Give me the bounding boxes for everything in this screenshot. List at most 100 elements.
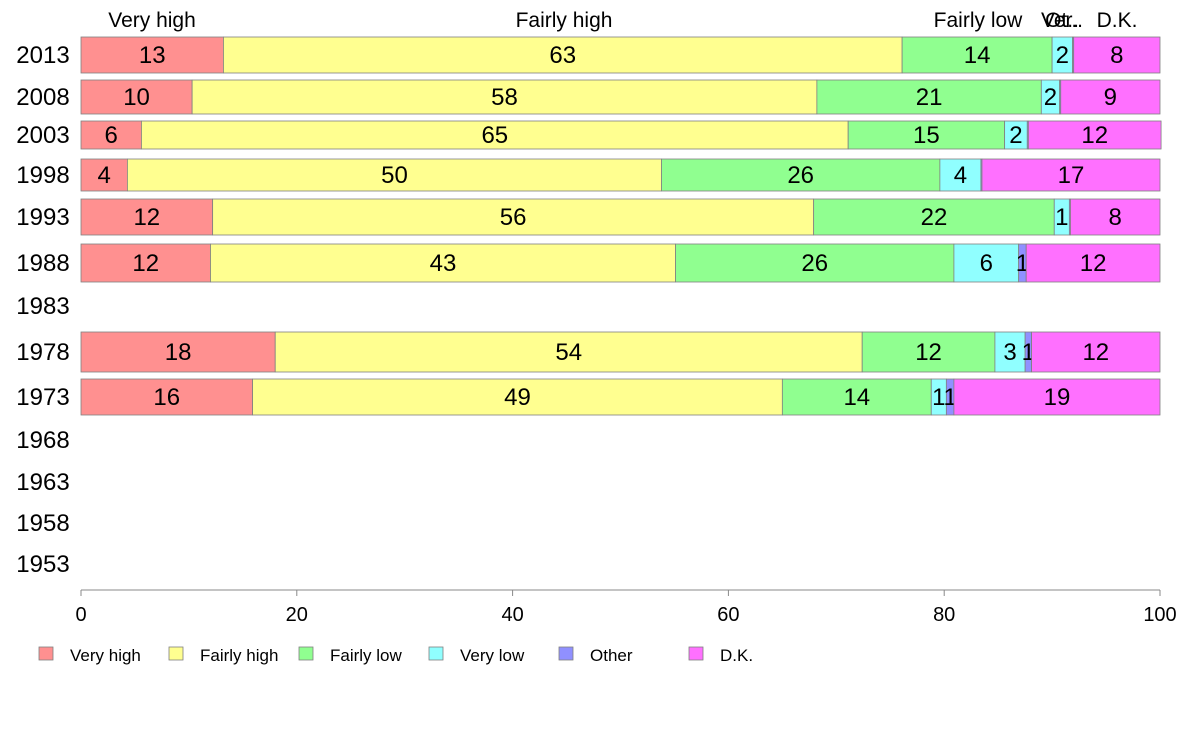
data-label: 12 [1081, 122, 1108, 149]
legend-swatch [428, 646, 444, 661]
top-label: Fairly high [516, 9, 613, 32]
y-tick-label: 2013 [16, 42, 69, 69]
legend-label: Fairly high [200, 646, 278, 665]
data-label: 65 [481, 122, 508, 149]
data-label: 13 [139, 42, 166, 69]
bar-segment [675, 243, 955, 283]
data-label: 21 [916, 84, 943, 111]
data-label: 10 [123, 84, 150, 111]
data-label: 12 [132, 250, 159, 277]
top-label: Ot.. [1045, 9, 1079, 32]
y-tick-label: 1993 [16, 204, 69, 231]
bar-segment [1073, 36, 1161, 74]
bar-segment [212, 198, 815, 236]
y-tick-label: 1978 [16, 339, 69, 366]
data-label: 12 [1082, 339, 1109, 366]
legend-label: Very high [70, 646, 141, 665]
bar-segment [953, 243, 1020, 283]
bar-segment [661, 158, 941, 192]
data-label: 18 [165, 339, 192, 366]
y-tick-label: 1953 [16, 551, 69, 578]
bar-segment [981, 158, 1161, 192]
bar-segment [953, 378, 1161, 416]
data-label: 2 [1009, 122, 1022, 149]
bar-segment [781, 378, 932, 416]
bar-segment [80, 331, 276, 373]
bar-segment [210, 243, 676, 283]
data-label: 6 [980, 250, 993, 277]
legend-swatch [558, 646, 574, 661]
data-label: 12 [133, 204, 160, 231]
y-tick-label: 1968 [16, 427, 69, 454]
bar-segment [80, 158, 128, 192]
bar-segment [1070, 198, 1161, 236]
x-tick-label: 40 [501, 604, 523, 626]
data-label: 3 [1003, 339, 1016, 366]
bar-segment [274, 331, 863, 373]
legend-swatch [38, 646, 54, 661]
bar-segment [847, 120, 1006, 150]
legend-swatch [298, 646, 314, 661]
legend-label: D.K. [720, 646, 753, 665]
bar-segment [861, 331, 996, 373]
legend-label: Other [590, 646, 633, 665]
data-label: 49 [504, 384, 531, 411]
data-label: 1 [1016, 250, 1029, 277]
data-label: 2 [1056, 42, 1069, 69]
data-label: 58 [491, 84, 518, 111]
data-label: 63 [549, 42, 576, 69]
data-label: 22 [921, 204, 948, 231]
bar-segment [141, 120, 849, 150]
data-label: 43 [430, 250, 457, 277]
legend-swatch [168, 646, 184, 661]
top-label: D.K. [1097, 9, 1138, 32]
data-label: 12 [1080, 250, 1107, 277]
data-label: 9 [1104, 84, 1117, 111]
data-label: 14 [843, 384, 870, 411]
legend-label: Very low [460, 646, 525, 665]
bar-segment [1060, 79, 1161, 115]
data-label: 4 [954, 162, 967, 189]
x-tick-label: 20 [286, 604, 308, 626]
y-tick-label: 1963 [16, 469, 69, 496]
bar-segment [1025, 243, 1161, 283]
y-tick-label: 2008 [16, 84, 69, 111]
data-label: 2 [1044, 84, 1057, 111]
bar-segment [816, 79, 1042, 115]
data-label: 19 [1044, 384, 1071, 411]
y-axis-labels: 2013 2008 2003 1998 1993 1988 1983 1978 1973 1968… [16, 42, 69, 578]
x-tick-label: 80 [933, 604, 955, 626]
data-label: 1 [943, 384, 956, 411]
bar-segment [1027, 120, 1162, 150]
data-label: 26 [787, 162, 814, 189]
x-tick-label: 0 [75, 604, 86, 626]
bar-segment [223, 36, 903, 74]
data-label: 56 [500, 204, 527, 231]
top-label: Very high [108, 9, 196, 32]
top-category-labels: Very high Fairly high Fairly low Ver..Ot.. D… [108, 9, 1137, 32]
top-label: Ver.. [1041, 9, 1083, 32]
data-label: 50 [381, 162, 408, 189]
y-tick-label: 2003 [16, 122, 69, 149]
legend-label: Fairly low [330, 646, 403, 665]
legend-swatch [688, 646, 704, 661]
bar-segment [1031, 331, 1161, 373]
legend: Very high Fairly high Fairly low Very low Ot… [38, 646, 753, 665]
bar-segment [80, 378, 253, 416]
bar-segment [80, 79, 193, 115]
bar-segment [80, 243, 211, 283]
bar-segment [80, 198, 214, 236]
data-label: 6 [105, 122, 118, 149]
bar-segment [80, 120, 142, 150]
data-label: 15 [913, 122, 940, 149]
data-label: 12 [915, 339, 942, 366]
y-tick-label: 1998 [16, 162, 69, 189]
x-tick-label: 60 [717, 604, 739, 626]
data-label: 1 [1055, 204, 1068, 231]
bar-segment [191, 79, 818, 115]
y-tick-label: 1983 [16, 293, 69, 320]
y-tick-label: 1988 [16, 250, 69, 277]
data-label: 4 [98, 162, 111, 189]
